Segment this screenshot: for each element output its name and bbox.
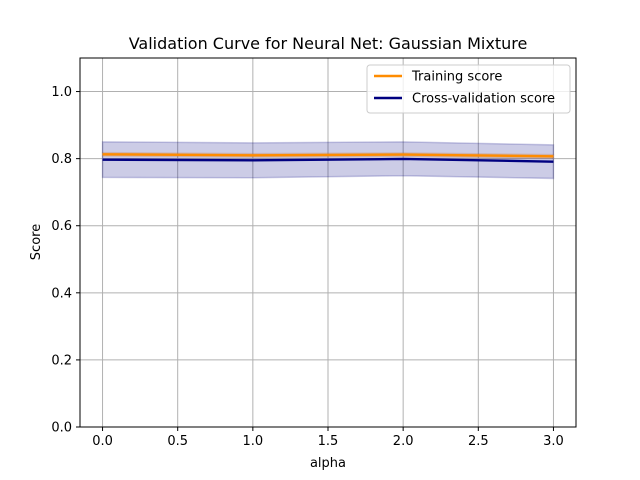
x-tick-label: 2.5 [468,434,489,449]
x-tick-label: 1.0 [243,434,264,449]
x-tick-label: 0.5 [167,434,188,449]
legend-label-0: Training score [411,70,502,85]
x-axis-title: alpha [310,456,346,471]
y-axis-ticks: 0.0 0.2 0.4 0.6 0.8 1.0 [51,85,80,436]
legend-box [366,64,571,114]
x-tick-label: 0.0 [92,434,113,449]
score-line-1 [102,157,554,163]
score-lines [102,153,554,163]
y-tick-label: 0.6 [51,219,72,234]
chart-title: Validation Curve for Neural Net: Gaussia… [129,34,528,53]
x-tick-label: 2.0 [393,434,414,449]
legend-label-1: Cross-validation score [412,92,555,107]
legend: Training score Cross-validation score [366,64,571,114]
x-tick-label: 3.0 [543,434,564,449]
y-tick-label: 0.8 [51,152,72,167]
x-tick-label: 1.5 [318,434,339,449]
y-axis-title: Score [29,224,44,260]
y-tick-label: 1.0 [51,85,72,100]
x-axis-ticks: 0.0 0.5 1.0 1.5 2.0 2.5 3.0 [92,427,564,449]
y-tick-label: 0.0 [51,421,72,436]
score-line-0 [102,153,554,158]
y-tick-label: 0.4 [51,286,72,301]
y-tick-label: 0.2 [51,353,72,368]
